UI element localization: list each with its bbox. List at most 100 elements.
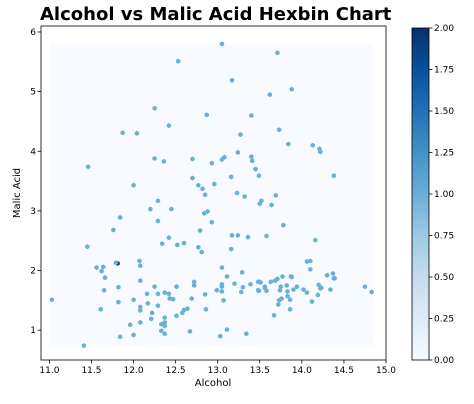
hexbin-cell xyxy=(169,206,174,212)
hexbin-cell xyxy=(113,260,119,266)
hexbin-cell xyxy=(318,285,323,291)
hexbin-cell xyxy=(269,202,274,208)
hexbin-cell xyxy=(284,282,289,288)
colorbar-tick-label: 1.00 xyxy=(434,190,454,200)
hexbin-cell xyxy=(166,123,172,129)
colorbar-tick-label: 2.00 xyxy=(434,24,454,34)
hexbin-cell xyxy=(285,288,290,294)
hexbin-cell xyxy=(134,130,140,136)
x-tick-label: 14.0 xyxy=(292,366,312,376)
hexbin-cell xyxy=(175,58,181,64)
hexbin-cell xyxy=(276,301,281,308)
hexbin-cell xyxy=(138,319,143,325)
hexbin-cell xyxy=(287,297,293,303)
hexbin-cell xyxy=(310,142,315,148)
hexbin-cell xyxy=(148,206,153,212)
colorbar-tick-label: 0.50 xyxy=(434,273,454,283)
hexbin-cell xyxy=(138,304,143,310)
hexbin-cell xyxy=(273,192,278,198)
hexbin-cell xyxy=(294,284,299,290)
hexbin-cell xyxy=(255,287,261,293)
hexbin-cell xyxy=(101,264,106,270)
hexbin-cell xyxy=(202,210,207,216)
hexbin-cell xyxy=(204,112,209,118)
hexbin-cells xyxy=(49,41,374,349)
hexbin-cell xyxy=(285,293,290,299)
hexbin-cell xyxy=(218,333,223,339)
hexbin-cell xyxy=(162,315,167,321)
colorbar-tick-label: 0.00 xyxy=(434,356,454,366)
hexbin-cell xyxy=(85,164,91,170)
hexbin-cell xyxy=(328,287,333,293)
colorbar-ticks: 0.00 0.25 0.50 0.75 1.00 1.25 1.50 1.75 2.00 xyxy=(429,24,454,366)
hexbin-cell xyxy=(276,127,282,133)
hexbin-cell xyxy=(196,182,201,188)
hexbin-cell xyxy=(174,284,179,290)
hexbin-cell xyxy=(127,322,133,328)
hexbin-cell xyxy=(155,291,161,297)
hexbin-cell xyxy=(219,265,225,271)
x-tick-label: 11.0 xyxy=(39,366,59,376)
hexbin-cell xyxy=(155,218,161,224)
hexbin-cell xyxy=(199,249,204,255)
hexbin-cell xyxy=(279,296,284,302)
hexbin-cell xyxy=(94,265,99,271)
x-tick-label: 14.5 xyxy=(334,366,354,376)
hexbin-cell xyxy=(49,297,55,303)
hexbin-cell xyxy=(275,50,280,56)
hexbin-cell xyxy=(196,244,201,250)
hexbin-cell xyxy=(185,306,190,312)
hexbin-cell xyxy=(289,86,294,92)
hexbin-cell xyxy=(152,105,157,111)
hexbin-cell xyxy=(190,175,195,181)
hexbin-cell xyxy=(159,241,165,247)
x-axis-ticks: 11.0 11.5 12.0 12.5 13.0 13.5 14.0 14.5 15.0 xyxy=(39,360,396,376)
hexbin-cell xyxy=(229,77,235,83)
hexbin-cell xyxy=(234,190,240,196)
colorbar-tick-label: 1.50 xyxy=(434,107,454,117)
hexbin-cell xyxy=(145,300,151,306)
hexbin-cell xyxy=(308,258,313,264)
hexbin-cell xyxy=(191,282,197,288)
hexbin-cell xyxy=(222,154,227,160)
hexbin-cell xyxy=(280,273,285,280)
hexbin-cell xyxy=(120,130,125,136)
hexbin-cell xyxy=(81,343,87,349)
hexbin-cell xyxy=(315,292,321,298)
hexbin-cell xyxy=(253,166,258,172)
hexbin-cell xyxy=(239,289,244,295)
hexbin-cell xyxy=(232,281,237,287)
hexbin-cell xyxy=(149,310,155,316)
y-axis-ticks: 1 2 3 4 5 6 xyxy=(30,28,41,336)
hexbin-cell xyxy=(219,41,225,47)
hexbin-cell xyxy=(221,297,226,303)
hexbin-cell xyxy=(331,275,337,281)
hexbin-cell xyxy=(240,284,246,290)
hexbin-cell xyxy=(257,201,262,207)
hexbin-cell xyxy=(249,112,254,118)
hexbin-cell xyxy=(116,284,121,290)
plot-frame xyxy=(40,25,387,361)
x-tick-label: 13.0 xyxy=(208,366,228,376)
hexbin-cell xyxy=(369,289,374,295)
hexbin-cell xyxy=(331,173,337,179)
plot-area: 11.0 11.5 12.0 12.5 13.0 13.5 14.0 14.5 15.0 1 2 3… xyxy=(30,25,396,376)
hexbin-cell xyxy=(205,208,210,215)
hexbin-cell xyxy=(214,287,220,293)
x-tick-label: 12.5 xyxy=(166,366,186,376)
hexbin-cell xyxy=(262,284,268,290)
x-tick-label: 15.0 xyxy=(376,366,396,376)
hexbin-cell xyxy=(277,287,283,293)
colorbar-tick-label: 1.75 xyxy=(434,66,454,76)
hexbin-cell xyxy=(200,186,205,192)
hexbin-cell xyxy=(317,146,322,152)
hexbin-cell xyxy=(242,194,247,200)
hexbin-cell xyxy=(131,297,136,303)
hexbin-cell xyxy=(152,284,157,290)
hexbin-cell xyxy=(155,303,161,309)
hexbin-cell xyxy=(209,219,215,225)
hexbin-cell xyxy=(289,274,294,280)
hexbin-cell xyxy=(162,323,167,329)
hexbin-cell xyxy=(131,332,136,338)
